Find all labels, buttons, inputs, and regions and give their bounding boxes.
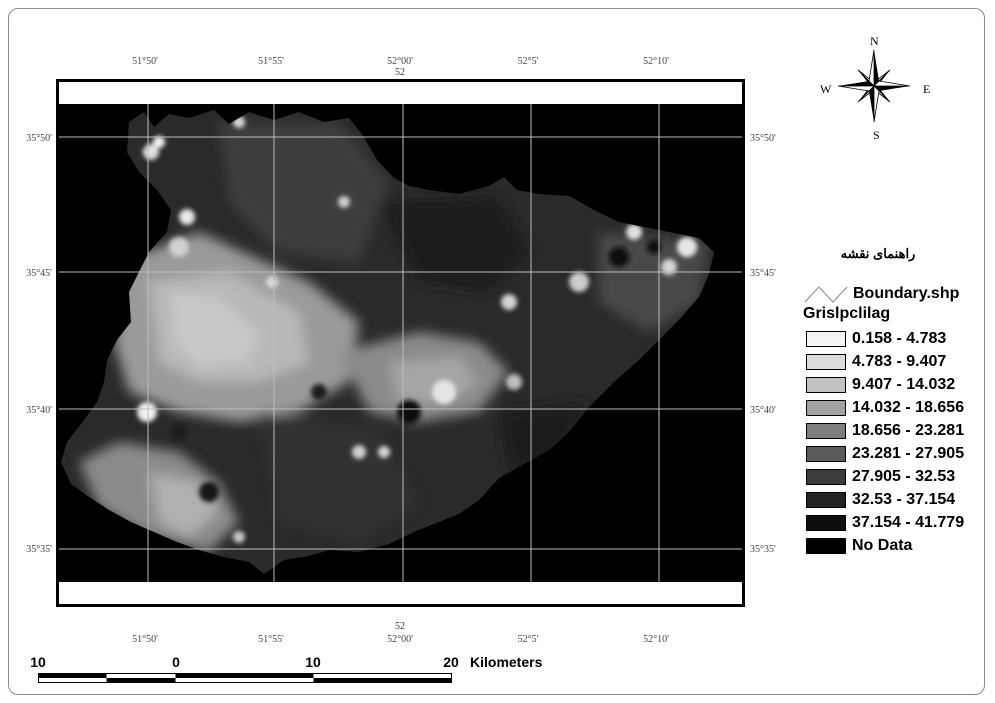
scale-unit-label: Kilometers	[470, 654, 543, 670]
legend-class-label: 32.53 - 37.154	[852, 490, 956, 508]
top-longitude-label: 52°10'	[643, 56, 669, 67]
legend-class-label: 0.158 - 4.783	[852, 329, 947, 347]
scale-tick-label: 10	[30, 654, 46, 670]
legend-layer-name: Grislpclilag	[803, 305, 891, 322]
map-frame	[56, 79, 745, 607]
legend-swatch	[806, 514, 846, 531]
legend-class-label: No Data	[852, 536, 913, 554]
legend-swatch	[806, 491, 846, 508]
compass-east-label: E	[923, 82, 931, 96]
bottom-longitude-label: 52°00'	[387, 634, 413, 645]
right-latitude-label: 35°45'	[750, 268, 776, 279]
graticule-lines	[59, 104, 742, 582]
scale-tick-label: 10	[305, 654, 321, 670]
top-longitude-label: 51°55'	[258, 56, 284, 67]
compass-west-label: W	[820, 82, 832, 96]
left-latitude-label: 35°50'	[26, 133, 52, 144]
legend-title: راهنمای نقشه	[840, 246, 916, 261]
compass-south-label: S	[873, 128, 880, 142]
top-longitude-label: 51°50'	[132, 56, 158, 67]
legend-swatch	[806, 422, 846, 439]
left-latitude-label: 35°40'	[26, 405, 52, 416]
legend-class-label: 23.281 - 27.905	[852, 444, 965, 462]
legend-class-row: 9.407 - 14.032	[806, 375, 955, 394]
legend-swatch	[806, 353, 846, 370]
legend-class-row: 4.783 - 9.407	[806, 352, 946, 371]
legend-swatch	[806, 399, 846, 416]
legend-class-row: 37.154 - 41.779	[806, 513, 964, 532]
legend-class-row: 0.158 - 4.783	[806, 329, 946, 348]
legend-class-label: 9.407 - 14.032	[852, 375, 956, 393]
legend-class-label: 4.783 - 9.407	[852, 352, 947, 370]
legend-boundary-label: Boundary.shp	[853, 285, 960, 302]
legend-class-label: 14.032 - 18.656	[852, 398, 965, 416]
legend-swatch	[806, 537, 846, 554]
legend-class-label: 18.656 - 23.281	[852, 421, 965, 439]
compass-rose-icon	[837, 49, 911, 123]
right-latitude-label: 35°40'	[750, 405, 776, 416]
boundary-line-icon	[804, 286, 848, 303]
bottom-longitude-label: 52°10'	[643, 634, 669, 645]
bottom-longitude-label: 52°5'	[517, 634, 539, 645]
left-latitude-label: 35°45'	[26, 268, 52, 279]
legend-class-row: 27.905 - 32.53	[806, 467, 955, 486]
top-longitude-label: 52°00'	[387, 56, 413, 67]
top-center-meridian-label: 52	[395, 67, 405, 78]
bottom-center-meridian-label: 52	[395, 621, 405, 632]
scale-tick-label: 0	[172, 654, 180, 670]
outer-frame	[8, 8, 985, 695]
bottom-longitude-label: 51°50'	[132, 634, 158, 645]
left-latitude-label: 35°35'	[26, 544, 52, 555]
compass-north-label: N	[870, 34, 879, 48]
bottom-longitude-label: 51°55'	[258, 634, 284, 645]
legend-swatch	[806, 445, 846, 462]
top-longitude-label: 52°5'	[517, 56, 539, 67]
legend-boundary-entry: Boundary.shp	[803, 284, 959, 304]
right-latitude-label: 35°35'	[750, 544, 776, 555]
scale-bar	[38, 673, 452, 683]
legend-class-row: No Data	[806, 536, 912, 555]
legend-swatch	[806, 376, 846, 393]
legend-swatch	[806, 468, 846, 485]
right-latitude-label: 35°50'	[750, 133, 776, 144]
legend-class-row: 32.53 - 37.154	[806, 490, 955, 509]
legend-class-row: 14.032 - 18.656	[806, 398, 964, 417]
legend-class-row: 18.656 - 23.281	[806, 421, 964, 440]
legend-class-row: 23.281 - 27.905	[806, 444, 964, 463]
legend-class-label: 37.154 - 41.779	[852, 513, 965, 531]
legend-swatch	[806, 330, 846, 347]
scale-tick-label: 20	[443, 654, 459, 670]
study-area	[61, 110, 714, 574]
legend-class-label: 27.905 - 32.53	[852, 467, 956, 485]
raster-map[interactable]	[59, 82, 742, 604]
